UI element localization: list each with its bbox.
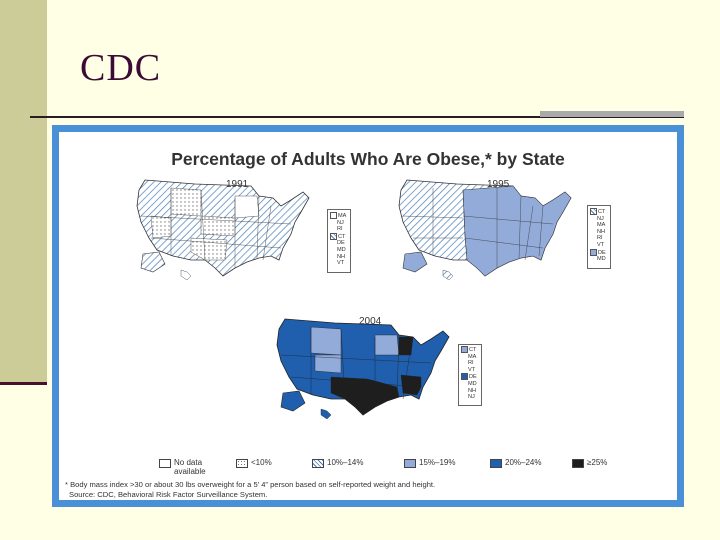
legend-swatch-lt10: [236, 459, 248, 468]
legend-swatch-20to24: [490, 459, 502, 468]
key-swatch-15to19: [590, 248, 597, 256]
obesity-figure: Percentage of Adults Who Are Obese,* by …: [52, 125, 684, 507]
key-state: MD: [597, 256, 606, 263]
key-swatch-20to24: [461, 373, 468, 381]
key-state: DE: [337, 240, 345, 247]
key-state: VT: [337, 260, 345, 267]
legend-item-nodata: No data available: [159, 458, 206, 476]
key-state: MD: [337, 246, 346, 253]
legend-item-15to19: 15%–19%: [404, 458, 456, 468]
key-state: RI: [597, 235, 603, 242]
key-box-1995: [587, 205, 611, 269]
legend-swatch-10to14: [312, 459, 324, 468]
us-map-1991: [136, 179, 310, 281]
key-box-1991: [327, 209, 351, 273]
legend-swatch-15to19: [404, 459, 416, 468]
key-state: MA: [338, 212, 347, 219]
legend-label: 10%–14%: [327, 458, 364, 467]
legend-item-lt10: <10%: [236, 458, 272, 468]
legend-label: <10%: [251, 458, 272, 467]
legend-label: No data: [174, 458, 203, 467]
us-map-1995: [398, 179, 572, 281]
key-state: DE: [469, 374, 477, 381]
key-state: VT: [597, 241, 605, 248]
key-state: CT: [598, 208, 606, 215]
small-states-key-1995: CT NJ MA NH RI VT DE MD: [590, 208, 606, 263]
key-state: NH: [468, 387, 477, 394]
key-state: RI: [468, 360, 474, 367]
key-state: NJ: [597, 215, 604, 222]
sidebar-rule: [0, 382, 47, 385]
key-state: NJ: [468, 394, 475, 401]
legend-item-10to14: 10%–14%: [312, 458, 364, 468]
legend-label: available: [174, 467, 206, 476]
key-state: MA: [597, 222, 606, 229]
key-swatch-10to14: [330, 232, 337, 240]
key-state: RI: [337, 226, 343, 233]
key-state: NH: [337, 253, 346, 260]
legend-swatch-nodata: [159, 459, 171, 468]
map-year-1991: 1991: [226, 179, 249, 190]
legend-label: 20%–24%: [505, 458, 542, 467]
map-year-1995: 1995: [487, 179, 510, 190]
legend-item-20to24: 20%–24%: [490, 458, 542, 468]
figure-panel: Percentage of Adults Who Are Obese,* by …: [59, 132, 677, 500]
key-state: CT: [338, 233, 346, 240]
slide-title: CDC: [80, 47, 162, 89]
small-states-key-2004: CT MA RI VT DE MD NH NJ: [461, 346, 477, 401]
key-swatch-lt10: [330, 212, 337, 219]
key-state: VT: [468, 366, 476, 373]
key-state: DE: [598, 249, 606, 256]
key-swatch-15to19: [461, 346, 468, 353]
map-year-2004: 2004: [359, 316, 382, 327]
small-states-key-1991: MA NJ RI CT DE MD NH VT: [330, 212, 346, 267]
key-box-2004: [458, 344, 482, 406]
legend-label: ≥25%: [587, 458, 608, 467]
key-state: MD: [468, 380, 477, 387]
title-divider-accent: [540, 111, 684, 117]
key-swatch-10to14: [590, 208, 597, 215]
key-state: CT: [469, 346, 477, 353]
title-divider: [30, 116, 684, 118]
footnote-source: Source: CDC, Behavioral Risk Factor Surv…: [69, 490, 268, 499]
key-state: MA: [468, 353, 477, 360]
us-map-2004: [276, 318, 450, 420]
legend-item-gte25: ≥25%: [572, 458, 608, 468]
key-state: NJ: [337, 219, 344, 226]
figure-footnote: * Body mass index >30 or about 30 lbs ov…: [59, 480, 435, 500]
figure-title: Percentage of Adults Who Are Obese,* by …: [171, 149, 565, 169]
key-state: NH: [597, 228, 606, 235]
left-sidebar-bar: [0, 0, 47, 385]
legend-swatch-gte25: [572, 459, 584, 468]
legend-label: 15%–19%: [419, 458, 456, 467]
map-legend: No data available <10% 10%–14% 15%–19% 2…: [159, 458, 607, 482]
footnote-definition: * Body mass index >30 or about 30 lbs ov…: [65, 480, 436, 489]
